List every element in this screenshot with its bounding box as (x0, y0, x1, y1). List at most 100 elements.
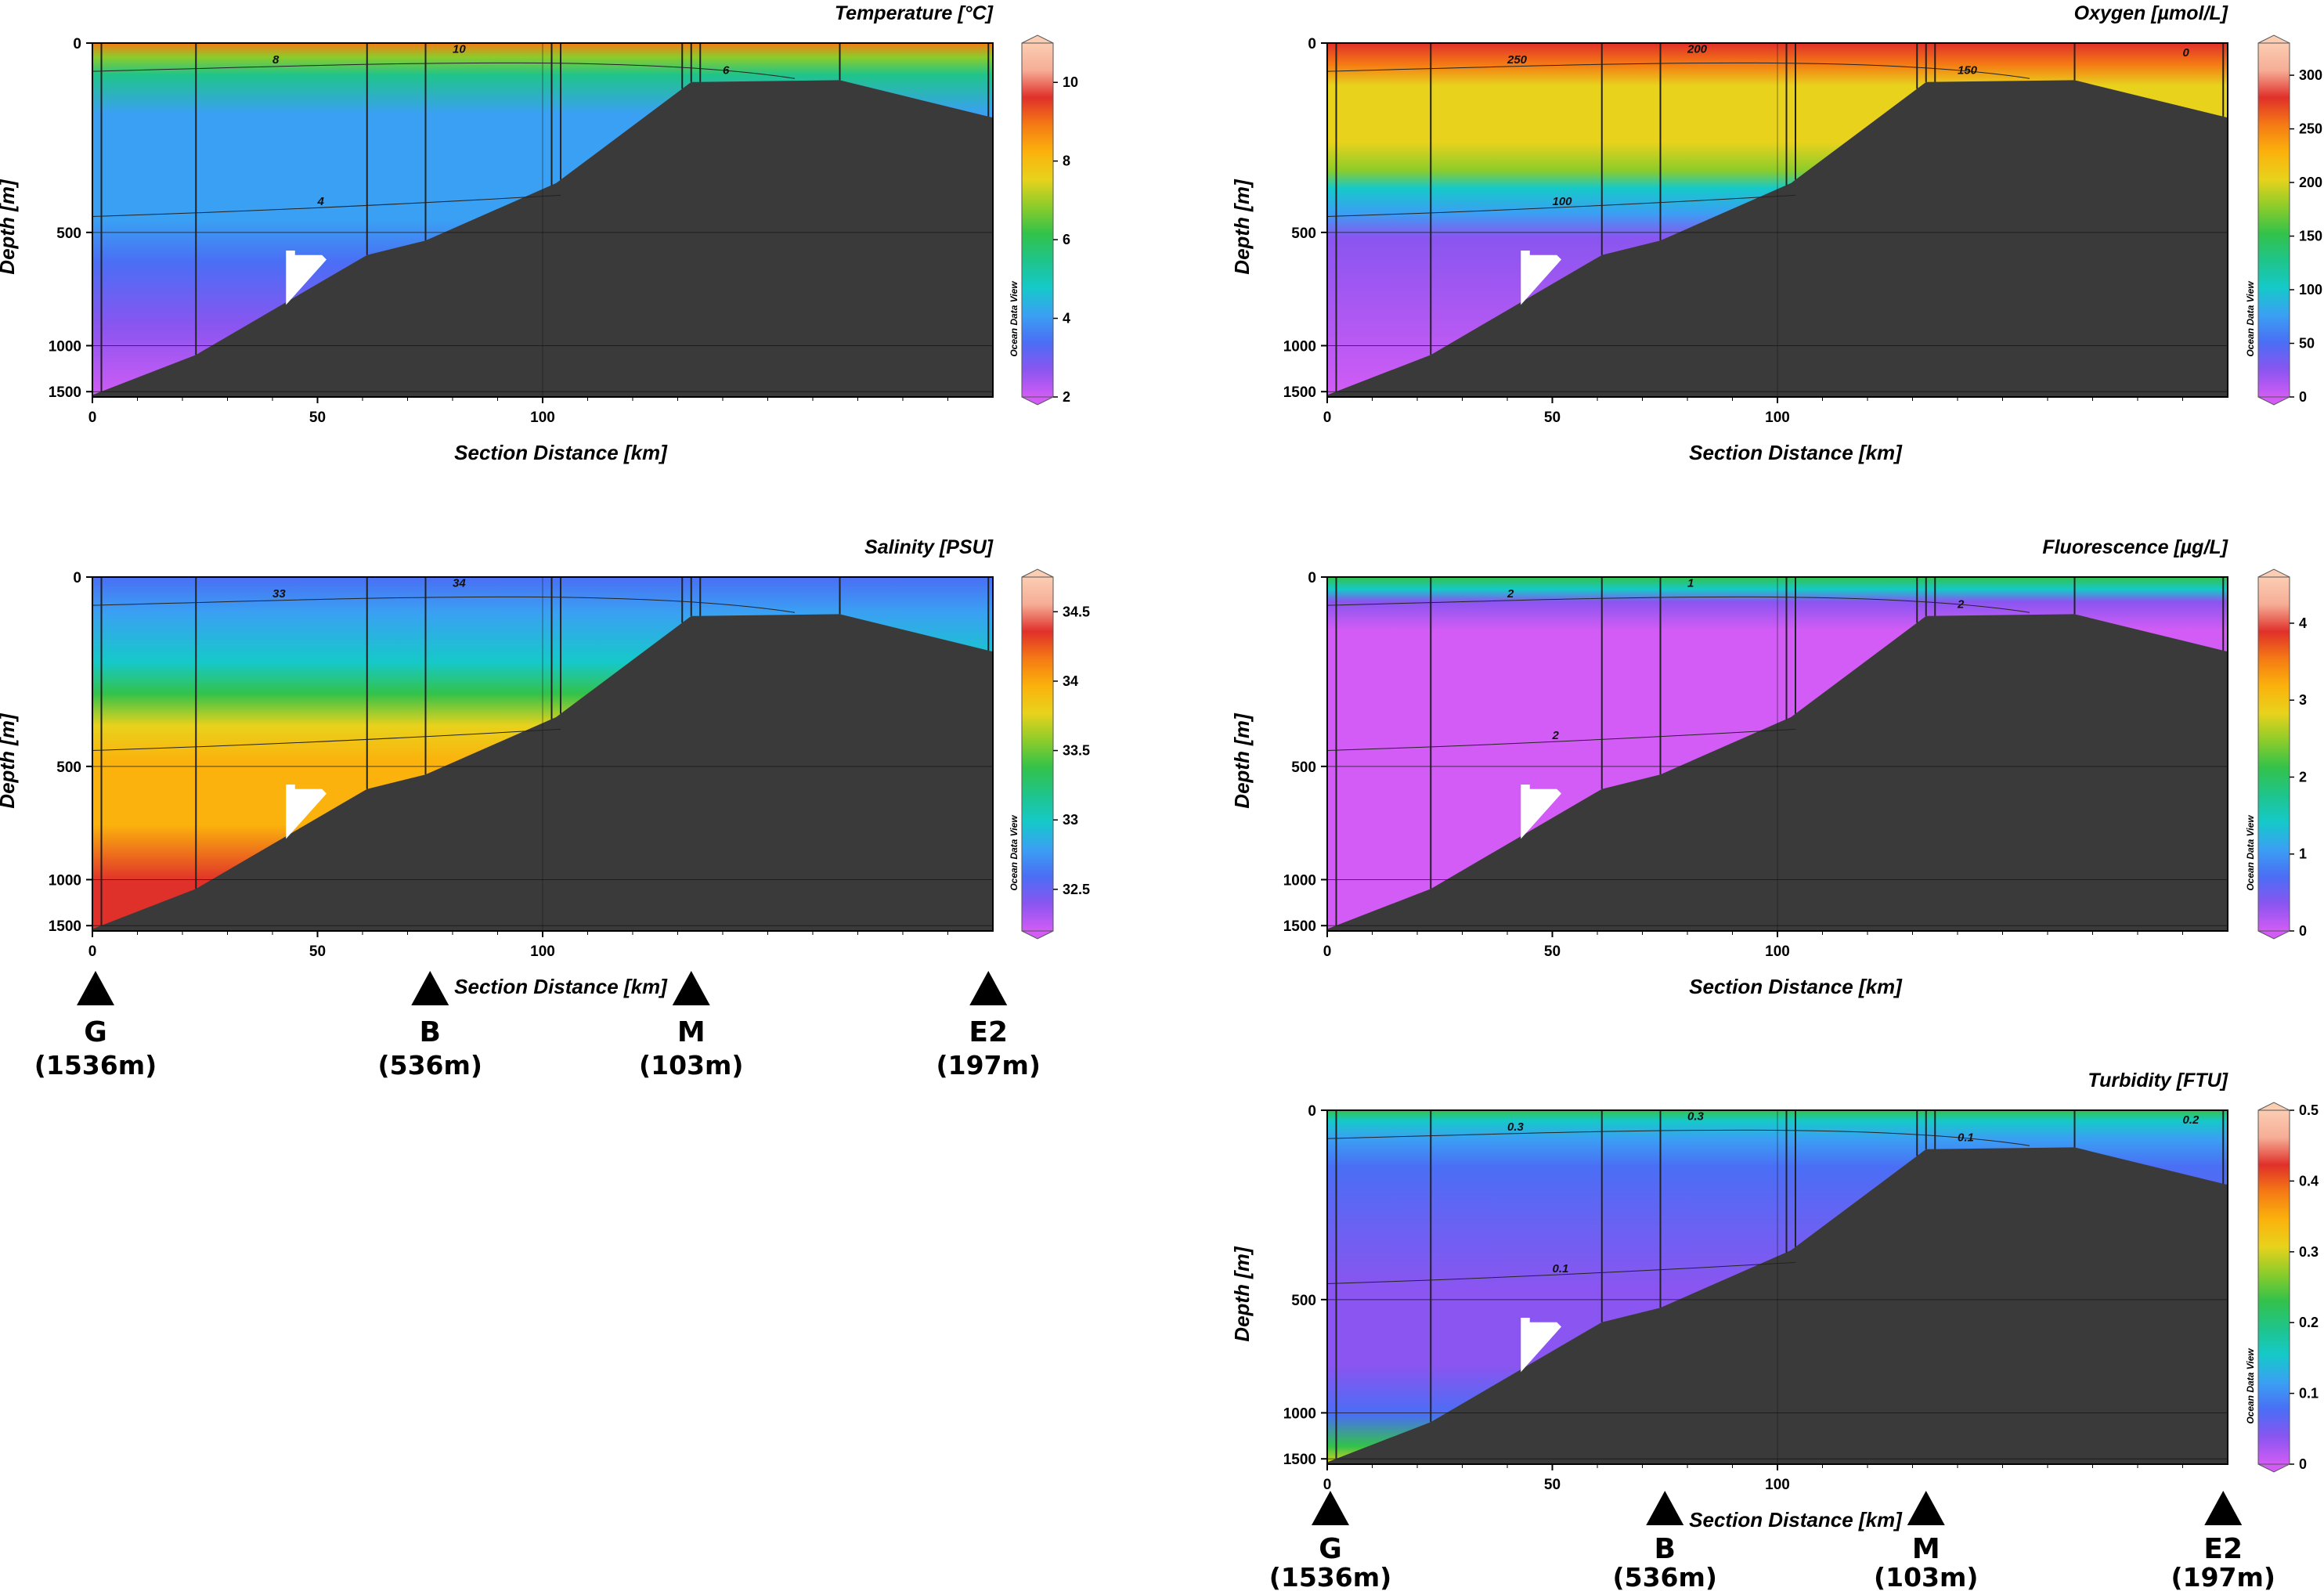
station-marker-icon (1907, 1491, 1945, 1525)
contour-line (1326, 1261, 1796, 1284)
watermark: Ocean Data View (1009, 281, 1019, 357)
data-gap (1521, 250, 1561, 305)
colorbar-label: 0 (2299, 1456, 2307, 1472)
contour-line (1326, 596, 2030, 613)
x-tick-label: 50 (1544, 1477, 1561, 1493)
colorbar-label: 2 (2299, 769, 2307, 785)
station-depth: (103m) (639, 1050, 743, 1081)
station-marker-icon (2204, 1491, 2243, 1525)
colorbar-label: 50 (2299, 336, 2315, 352)
x-axis-label: Section Distance [km] (1689, 1508, 1903, 1531)
colorbar-label: 6 (1063, 232, 1070, 247)
colorbar (2257, 42, 2290, 398)
colorbar-label: 0.1 (2299, 1386, 2319, 1402)
colorbar-label: 150 (2299, 229, 2322, 244)
x-tick-label: 0 (88, 409, 97, 426)
station-depth: (536m) (1613, 1562, 1717, 1591)
contour-line (92, 596, 796, 613)
contour-line (1326, 62, 2030, 79)
colorbar-label: 200 (2299, 175, 2322, 190)
contour-line (1326, 1129, 2030, 1146)
colorbar-label: 8 (1063, 153, 1070, 169)
colorbar-cap (2257, 1102, 2290, 1111)
y-tick-label: 500 (1291, 1293, 1316, 1309)
station-name: G (1319, 1533, 1342, 1565)
x-tick-label: 50 (1544, 409, 1561, 426)
data-gap (286, 784, 327, 839)
panel-title: Temperature [°C] (835, 2, 994, 24)
colorbar-cap (2257, 396, 2290, 406)
station-name: B (1655, 1533, 1676, 1565)
station-marker-icon (77, 971, 114, 1005)
contour-label: 6 (723, 64, 730, 78)
x-tick-label: 0 (88, 943, 97, 960)
colorbar-label: 0 (2299, 923, 2307, 939)
y-tick-label: 500 (1291, 759, 1316, 776)
station-name: G (84, 1016, 107, 1048)
y-tick-label: 1000 (49, 338, 81, 355)
colorbar-label: 32.5 (1063, 882, 1090, 897)
colorbar-label: 300 (2299, 67, 2322, 83)
x-axis-label: Section Distance [km] (454, 441, 668, 464)
colorbar-label: 10 (1063, 74, 1078, 90)
data-gap (1521, 784, 1561, 839)
y-tick-label: 500 (56, 225, 81, 242)
station-depth: (1536m) (34, 1050, 157, 1081)
colorbar-cap (1021, 34, 1054, 44)
data-gap (1521, 1317, 1561, 1373)
station-marker-icon (672, 971, 710, 1005)
station-depth: (103m) (1874, 1562, 1978, 1591)
x-tick-label: 100 (1765, 943, 1790, 960)
y-axis-label: Depth [m] (0, 179, 19, 275)
contour-label: 0.1 (1958, 1131, 1974, 1145)
colorbar (2257, 1109, 2290, 1465)
y-tick-label: 1000 (1283, 1405, 1316, 1422)
contour-label: 4 (317, 195, 325, 208)
colorbar-label: 0.4 (2299, 1173, 2319, 1189)
colorbar-label: 33.5 (1063, 743, 1090, 759)
contour-label: 200 (1687, 43, 1708, 56)
station-row-2: G B M E2 (1312, 1491, 2243, 1565)
x-tick-label: 50 (309, 409, 326, 426)
y-tick-label: 1500 (1283, 384, 1316, 401)
x-axis-label: Section Distance [km] (1689, 975, 1903, 998)
contour-label: 250 (1507, 53, 1528, 67)
x-tick-label: 0 (1323, 409, 1332, 426)
colorbar-label: 0.2 (2299, 1315, 2319, 1330)
colorbar-label: 4 (2299, 615, 2307, 631)
colorbar-label: 0 (2299, 389, 2307, 405)
station-marker-icon (411, 971, 449, 1005)
colorbar-cap (2257, 568, 2290, 578)
contour-label: 0 (2183, 46, 2190, 60)
y-tick-label: 0 (1308, 1103, 1316, 1120)
y-axis-label: Depth [m] (1230, 1246, 1254, 1342)
colorbar-cap (1021, 568, 1054, 578)
colorbar-label: 250 (2299, 121, 2322, 137)
x-tick-label: 50 (309, 943, 326, 960)
contour-label: 34 (453, 577, 466, 590)
contour-label: 100 (1553, 195, 1573, 208)
colorbar-label: 4 (1063, 311, 1070, 326)
data-gap (286, 250, 327, 305)
colorbar-label: 3 (2299, 692, 2307, 708)
colorbar-label: 2 (1063, 389, 1070, 405)
station-row-2-depths: (1536m) (536m) (103m) (197m) (1269, 1562, 2275, 1591)
colorbar-cap (1021, 930, 1054, 940)
y-tick-label: 500 (56, 759, 81, 776)
x-tick-label: 0 (1323, 1477, 1332, 1493)
station-marker-icon (1312, 1491, 1349, 1525)
station-name: B (420, 1016, 441, 1048)
colorbar-cap (2257, 930, 2290, 940)
station-name: M (677, 1016, 706, 1048)
station-name: E2 (969, 1016, 1008, 1048)
x-tick-label: 100 (530, 943, 555, 960)
station-name: E2 (2203, 1533, 2243, 1565)
contour-label: 2 (1957, 598, 1965, 612)
